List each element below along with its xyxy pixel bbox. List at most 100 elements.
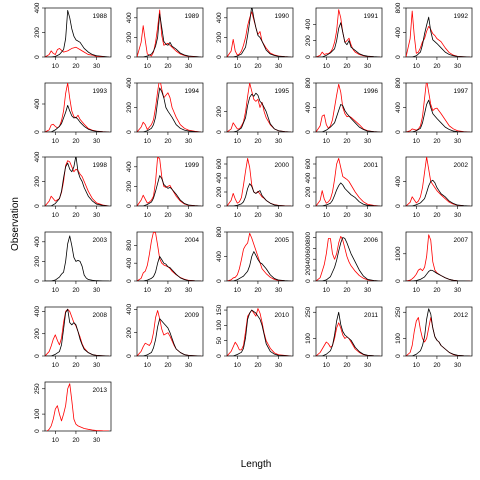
predicted-line <box>137 157 201 206</box>
predicted-line <box>137 232 201 281</box>
observed-line <box>137 13 201 57</box>
panel-frame <box>226 156 294 207</box>
x-tick-label: 30 <box>93 63 101 70</box>
observed-line <box>406 99 470 132</box>
x-tick-label: 30 <box>275 138 283 145</box>
y-tick-label: 400 <box>34 306 41 317</box>
panel-series <box>406 308 470 356</box>
x-tick-label: 30 <box>364 287 372 294</box>
panel-series <box>46 383 109 431</box>
x-tick-label: 30 <box>185 63 193 70</box>
panel-series <box>227 8 291 57</box>
y-tick-label: 0 <box>305 55 312 59</box>
x-tick-label: 10 <box>234 287 242 294</box>
panel-year-label: 2010 <box>275 312 290 319</box>
observed-line <box>227 183 291 206</box>
y-tick-label: 0 <box>216 354 223 358</box>
y-tick-label: 200 <box>126 102 133 113</box>
x-tick-label: 20 <box>72 212 80 219</box>
x-tick-label: 10 <box>144 212 152 219</box>
panel-series <box>45 157 110 206</box>
predicted-line <box>406 157 470 206</box>
observed-line <box>316 311 380 356</box>
x-tick-label: 20 <box>72 138 80 145</box>
x-tick-label: 30 <box>454 362 462 369</box>
y-tick-label: 0 <box>126 130 133 134</box>
observed-line <box>406 179 470 206</box>
predicted-line <box>45 46 109 57</box>
x-tick-label: 20 <box>433 287 441 294</box>
x-tick-label: 30 <box>364 63 372 70</box>
observed-line <box>45 157 109 206</box>
panel-series <box>137 157 201 206</box>
y-tick-label: 400 <box>216 172 223 183</box>
observed-line <box>406 16 470 57</box>
panel-2008: 10 20 30 0 200 400 2008 <box>34 306 112 369</box>
panel-year-label: 1994 <box>185 88 200 95</box>
y-tick-label: 800 <box>216 226 223 237</box>
x-tick-label: 20 <box>254 287 262 294</box>
x-tick-label: 20 <box>164 138 172 145</box>
y-tick-label: 0 <box>34 55 41 59</box>
observed-line <box>45 105 109 132</box>
panel-1994: 10 20 30 0 200 400 1994 <box>126 77 204 145</box>
x-tick-label: 10 <box>52 287 60 294</box>
x-tick-label: 10 <box>323 212 331 219</box>
y-tick-label: 400 <box>34 98 41 109</box>
x-tick-label: 30 <box>93 138 101 145</box>
observed-line <box>137 175 201 206</box>
panel-frame <box>44 231 112 282</box>
panel-frame <box>44 306 112 357</box>
panel-year-label: 1990 <box>275 13 290 20</box>
predicted-line <box>137 83 201 132</box>
x-tick-label: 10 <box>52 212 60 219</box>
panel-frame <box>405 231 473 282</box>
x-tick-label: 20 <box>164 287 172 294</box>
y-tick-label: 100 <box>216 320 223 331</box>
x-tick-label: 30 <box>93 437 101 444</box>
panel-series <box>406 234 470 281</box>
y-tick-label: 100 <box>305 333 312 344</box>
x-tick-label: 30 <box>185 287 193 294</box>
y-tick-label: 0 <box>395 204 402 208</box>
x-tick-label: 30 <box>454 212 462 219</box>
panel-year-label: 1999 <box>185 162 200 169</box>
x-tick-label: 20 <box>254 138 262 145</box>
y-tick-label: 800 <box>395 77 402 88</box>
panel-year-label: 2000 <box>275 162 290 169</box>
observed-line <box>406 269 470 281</box>
x-tick-label: 30 <box>275 63 283 70</box>
y-tick-label: 400 <box>34 236 41 247</box>
y-tick-label: 600 <box>216 158 223 169</box>
panel-2004: 10 20 30 0 400 800 2004 <box>126 231 204 294</box>
panel-frame <box>315 7 383 58</box>
panel-2011: 10 20 30 0 100 250 2011 <box>305 306 383 369</box>
x-tick-label: 30 <box>93 362 101 369</box>
x-tick-label: 30 <box>185 138 193 145</box>
panel-1989: 10 20 30 0 200 400 1989 <box>126 7 204 70</box>
y-tick-label: 150 <box>216 304 223 315</box>
x-tick-label: 10 <box>323 63 331 70</box>
y-tick-label: 0 <box>305 204 312 208</box>
observed-line <box>316 182 380 206</box>
x-tick-label: 30 <box>185 212 193 219</box>
panel-2000: 10 20 30 0 200 400 600 2000 <box>216 156 294 219</box>
panel-1996: 10 20 30 0 400 800 1996 <box>305 77 383 145</box>
panel-frame <box>405 306 473 357</box>
x-tick-label: 20 <box>72 437 80 444</box>
x-tick-label: 10 <box>413 138 421 145</box>
y-tick-label: 400 <box>305 102 312 113</box>
y-axis-title: Observation <box>10 197 21 251</box>
y-tick-label: 400 <box>305 172 312 183</box>
panel-2012: 10 20 30 0 100 250 2012 <box>395 306 473 369</box>
y-tick-label: 0 <box>305 279 312 283</box>
observed-line <box>137 87 201 132</box>
y-tick-label: 200 <box>216 106 223 117</box>
panel-year-label: 2005 <box>275 237 290 244</box>
panel-frame <box>226 82 294 133</box>
x-tick-label: 10 <box>234 63 242 70</box>
y-tick-label: 250 <box>305 306 312 317</box>
y-tick-label: 0 <box>34 279 41 283</box>
observed-line <box>137 318 201 356</box>
